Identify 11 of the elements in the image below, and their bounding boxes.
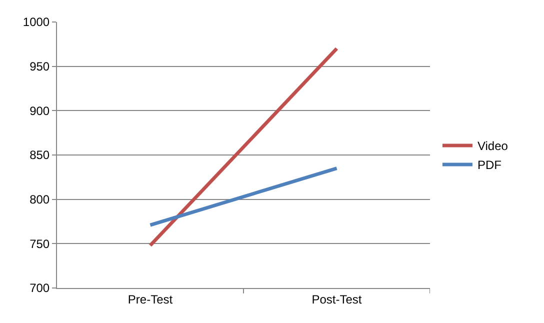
- legend-label: Video: [477, 139, 508, 154]
- y-tick-label: 950: [30, 60, 50, 74]
- y-tick-label: 750: [30, 236, 50, 251]
- x-tick-label: Pre-Test: [128, 292, 174, 306]
- x-tick-label: Post-Test: [312, 292, 362, 306]
- y-tick-label: 850: [30, 148, 50, 162]
- y-tick-label: 700: [30, 281, 50, 296]
- legend-label: PDF: [477, 158, 502, 172]
- y-tick-label: 900: [30, 104, 50, 118]
- y-tick-label: 800: [30, 192, 50, 207]
- y-tick-label: 1000: [22, 15, 50, 30]
